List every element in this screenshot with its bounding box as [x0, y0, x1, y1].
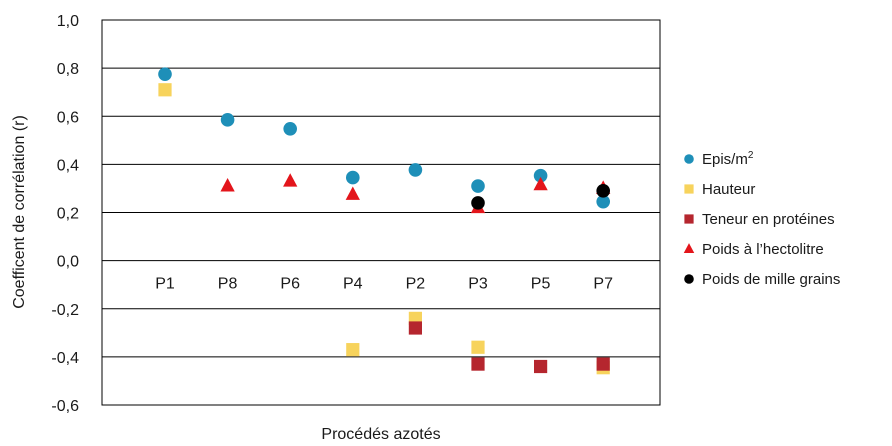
x-tick-label: P7 — [593, 276, 613, 293]
data-point — [534, 359, 548, 374]
y-axis-title: Coefficent de corrélation (r) — [11, 115, 28, 309]
y-tick-label: 1,0 — [57, 13, 79, 30]
x-tick-label: P8 — [218, 276, 238, 293]
data-point — [596, 357, 610, 371]
x-tick-label: P6 — [280, 276, 300, 293]
data-point — [345, 186, 360, 200]
data-point — [346, 343, 360, 357]
y-tick-label: 0,0 — [57, 254, 79, 271]
data-point — [533, 176, 548, 191]
data-point — [220, 113, 235, 127]
legend-label: Epis/m2 — [702, 150, 754, 168]
y-tick-label: 0,6 — [57, 109, 79, 126]
y-tick-labels: 1,0 0,8 0,6 0,4 0,2 0,0 -0,2 -0,4 -0,6 — [51, 13, 79, 415]
plot-area-frame — [101, 19, 661, 406]
data-point — [158, 83, 172, 97]
legend-marker — [684, 154, 694, 164]
x-tick-label: P3 — [468, 276, 488, 293]
y-tick-label: 0,2 — [57, 206, 79, 223]
legend: Epis/m2 Hauteur Teneur en protéines Poids à… — [683, 150, 840, 288]
y-tick-label: -0,2 — [51, 302, 79, 319]
legend-marker — [684, 274, 694, 284]
legend-marker — [684, 214, 694, 224]
data-point — [471, 196, 485, 210]
data-point — [471, 179, 485, 193]
data-point — [596, 184, 610, 198]
data-point — [596, 194, 610, 209]
y-tick-label: -0,6 — [51, 398, 79, 415]
data-point — [158, 67, 172, 81]
y-tick-label: 0,8 — [57, 61, 79, 78]
x-axis-title: Procédés azotés — [321, 426, 440, 443]
y-tick-label: -0,4 — [51, 350, 79, 367]
grid-lines — [102, 67, 660, 358]
legend-label: Teneur en protéines — [702, 211, 835, 228]
x-tick-label: P2 — [406, 276, 426, 293]
legend-label: Hauteur — [702, 181, 755, 198]
x-tick-label: P4 — [343, 276, 363, 293]
legend-marker — [683, 243, 695, 253]
data-point — [471, 357, 485, 371]
data-point — [283, 173, 298, 187]
data-point — [220, 178, 235, 192]
y-tick-label: 0,4 — [57, 157, 79, 174]
legend-marker — [684, 184, 694, 194]
x-tick-labels: P1 P8 P6 P4 P2 P3 P5 P7 — [155, 276, 613, 293]
x-tick-label: P5 — [531, 276, 551, 293]
data-point — [408, 321, 422, 335]
data-marks — [158, 67, 611, 375]
data-point — [471, 340, 485, 354]
data-point — [283, 121, 298, 136]
data-point — [408, 163, 423, 177]
legend-label: Poids de mille grains — [702, 271, 840, 288]
legend-label: Poids à l’hectolitre — [702, 241, 824, 258]
data-point — [533, 168, 548, 183]
data-point — [346, 170, 360, 185]
x-tick-label: P1 — [155, 276, 175, 293]
